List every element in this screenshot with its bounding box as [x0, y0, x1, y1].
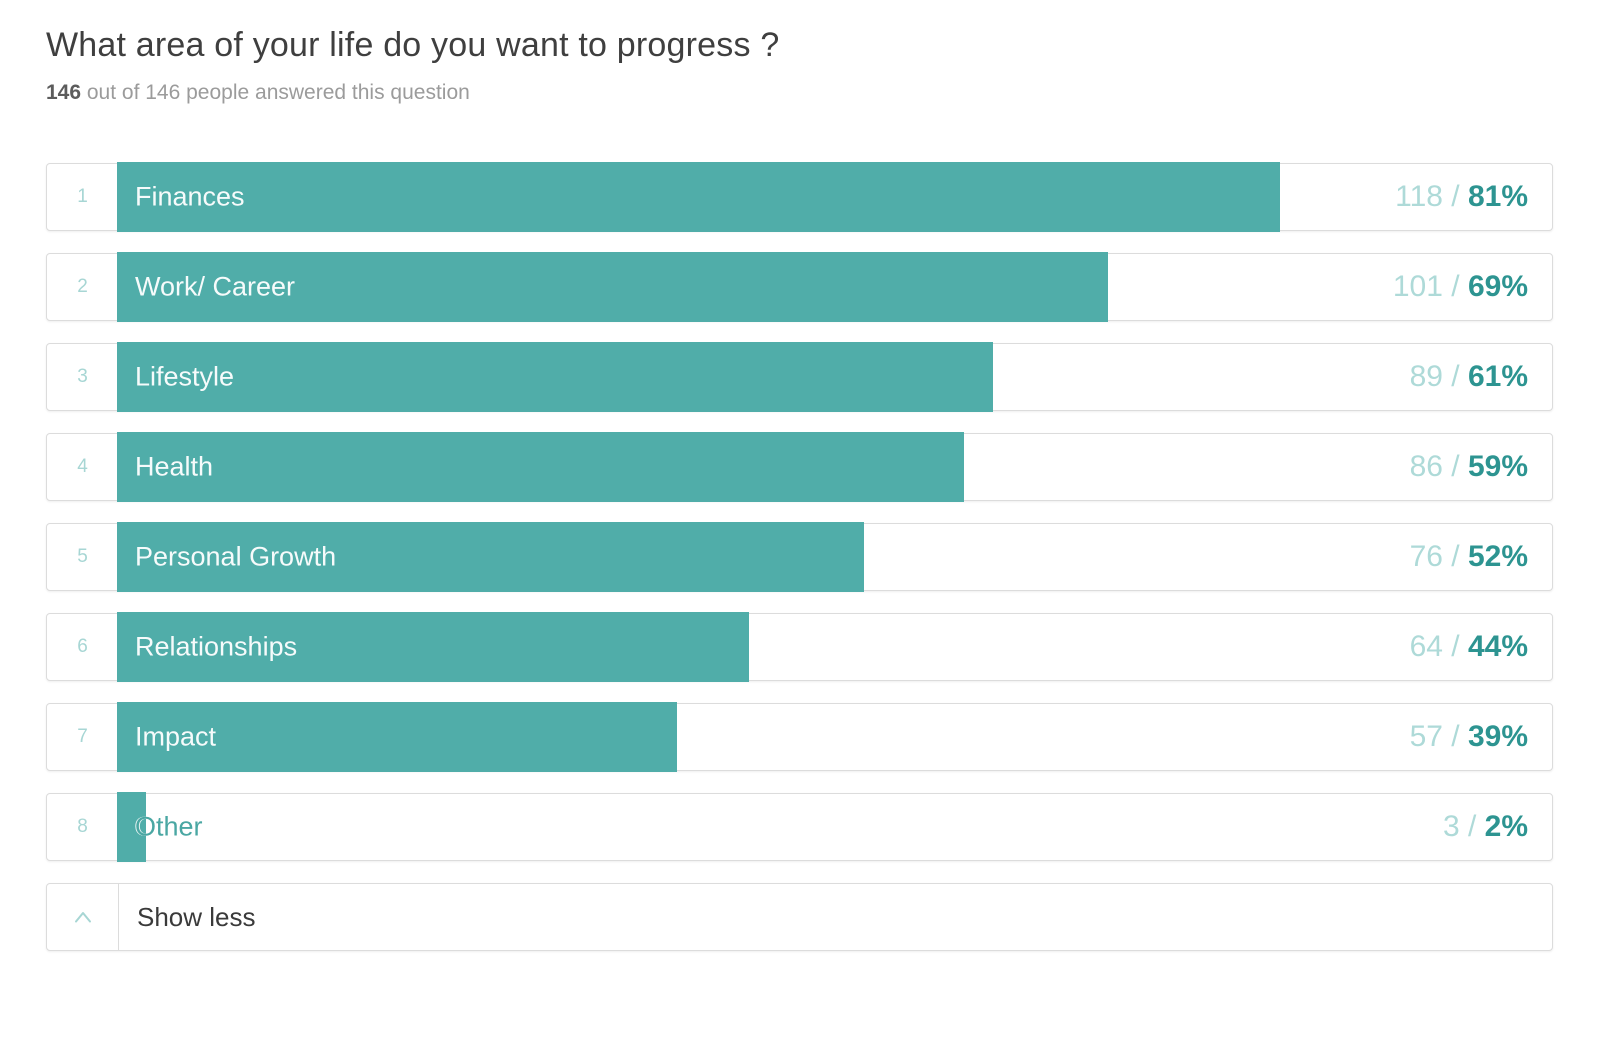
answer-value: 57 / 39%: [1410, 720, 1528, 754]
question-title: What area of your life do you want to pr…: [46, 26, 780, 64]
bar-fill: [117, 612, 749, 682]
bar-fill: [117, 432, 965, 502]
bar-fill: [117, 792, 146, 862]
answer-value: 118 / 81%: [1395, 180, 1528, 214]
answer-label: Other: [135, 811, 203, 842]
show-less-row[interactable]: Show less: [46, 883, 1553, 951]
separator-text: /: [1442, 540, 1468, 573]
answer-value: 64 / 44%: [1410, 630, 1528, 664]
percent-text: 59%: [1467, 450, 1528, 483]
answer-label: Health: [135, 451, 214, 482]
result-row: 6 Relationships 64 / 44%: [46, 612, 1553, 682]
result-row: 1 Finances 118 / 81%: [46, 162, 1553, 232]
result-row: 2 Work/ Career 101 / 69%: [46, 252, 1553, 322]
rank-label: 6: [77, 636, 88, 657]
separator-text: /: [1442, 180, 1468, 213]
bar-fill: [117, 342, 993, 412]
separator-text: /: [1459, 810, 1485, 843]
answer-value: 89 / 61%: [1410, 360, 1528, 394]
bar-fill: [117, 522, 864, 592]
count-text: 57: [1409, 720, 1443, 753]
rank-label: 4: [77, 456, 88, 477]
count-text: 101: [1392, 270, 1443, 303]
bar-track: [117, 702, 1553, 772]
answer-value: 3 / 2%: [1443, 810, 1528, 844]
percent-text: 61%: [1467, 360, 1528, 393]
rank-label: 2: [77, 276, 88, 297]
result-row: 3 Lifestyle 89 / 61%: [46, 342, 1553, 412]
percent-text: 52%: [1467, 540, 1528, 573]
answer-label: Personal Growth: [135, 541, 337, 572]
bar-track: [117, 432, 1553, 502]
count-text: 89: [1409, 360, 1443, 393]
separator-text: /: [1442, 270, 1468, 303]
separator-text: /: [1442, 630, 1468, 663]
rank-label: 1: [77, 186, 88, 207]
answered-summary: 146 out of 146 people answered this ques…: [46, 80, 1553, 106]
bar-track: [117, 612, 1553, 682]
bar-track: [117, 792, 1553, 862]
results-list: 1 Finances 118 / 81% 2 Work/ Career 101 …: [46, 162, 1553, 951]
separator-text: /: [1442, 720, 1468, 753]
percent-text: 39%: [1467, 720, 1528, 753]
bar-track: [117, 252, 1553, 322]
answered-summary-text: out of 146 people answered this question: [81, 81, 470, 104]
percent-text: 44%: [1467, 630, 1528, 663]
count-text: 86: [1409, 450, 1443, 483]
count-text: 118: [1395, 180, 1443, 213]
result-row: 5 Personal Growth 76 / 52%: [46, 522, 1553, 592]
bar-fill: [117, 162, 1281, 232]
bar-fill: [117, 702, 678, 772]
rank-label: 8: [77, 816, 88, 837]
count-text: 64: [1409, 630, 1443, 663]
result-row: 4 Health 86 / 59%: [46, 432, 1553, 502]
answer-label: Impact: [135, 721, 217, 752]
rank-label: 5: [77, 546, 88, 567]
answer-label: Lifestyle: [135, 361, 235, 392]
survey-results-panel: What area of your life do you want to pr…: [46, 0, 1553, 951]
chevron-up-icon: [47, 884, 119, 950]
bar-track: [117, 342, 1553, 412]
separator-text: /: [1442, 360, 1468, 393]
answer-value: 86 / 59%: [1410, 450, 1528, 484]
answered-count: 146: [46, 81, 82, 104]
rank-label: 3: [77, 366, 88, 387]
answer-value: 101 / 69%: [1393, 270, 1528, 304]
percent-text: 81%: [1467, 180, 1528, 213]
count-text: 76: [1409, 540, 1443, 573]
answer-label: Finances: [135, 181, 245, 212]
result-row: 8 Other 3 / 2%: [46, 792, 1553, 862]
answer-label: Work/ Career: [135, 271, 296, 302]
bar-track: [117, 162, 1553, 232]
result-row: 7 Impact 57 / 39%: [46, 702, 1553, 772]
rank-label: 7: [77, 726, 88, 747]
count-text: 3: [1442, 810, 1460, 843]
answer-value: 76 / 52%: [1410, 540, 1528, 574]
bar-fill: [117, 252, 1108, 322]
bar-track: [117, 522, 1553, 592]
answer-label: Relationships: [135, 631, 298, 662]
percent-text: 69%: [1467, 270, 1528, 303]
percent-text: 2%: [1484, 810, 1528, 843]
separator-text: /: [1442, 450, 1468, 483]
show-less-label: Show less: [137, 901, 256, 932]
